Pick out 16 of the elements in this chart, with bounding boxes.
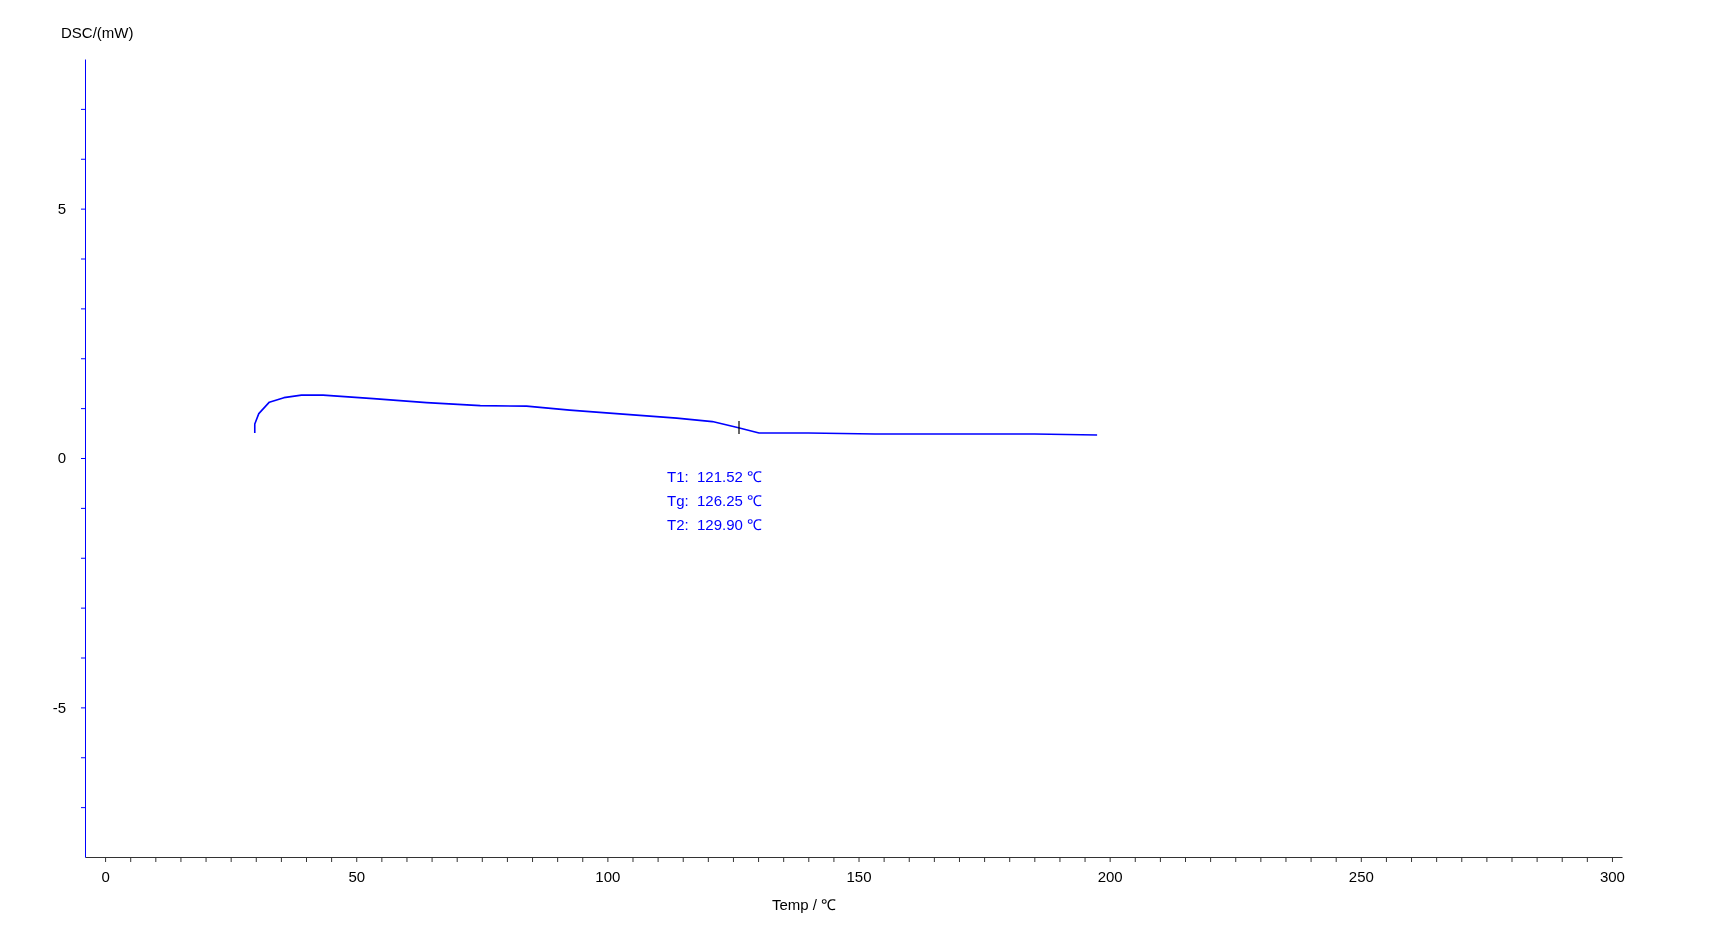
annotation: T1: 121.52 ℃ <box>667 468 763 485</box>
line-series <box>253 394 1098 436</box>
x-tick-label: 200 <box>1097 867 1123 885</box>
annotation: T2: 129.90 ℃ <box>667 516 763 533</box>
x-tick-label: 50 <box>348 867 366 885</box>
y-tick-label: 5 <box>57 199 66 217</box>
x-tick-label: 300 <box>1599 867 1625 885</box>
x-tick-label: 100 <box>595 867 621 885</box>
y-axis-title: DSC/(mW) <box>61 24 134 41</box>
x-tick-label: 250 <box>1348 867 1374 885</box>
x-tick-label: 150 <box>846 867 872 885</box>
y-tick-label: -5 <box>52 698 66 716</box>
y-tick-label: 0 <box>57 449 66 467</box>
x-tick-label: 0 <box>101 867 110 885</box>
x-axis-title: Temp / ℃ <box>771 896 837 913</box>
annotation: Tg: 126.25 ℃ <box>667 492 763 509</box>
